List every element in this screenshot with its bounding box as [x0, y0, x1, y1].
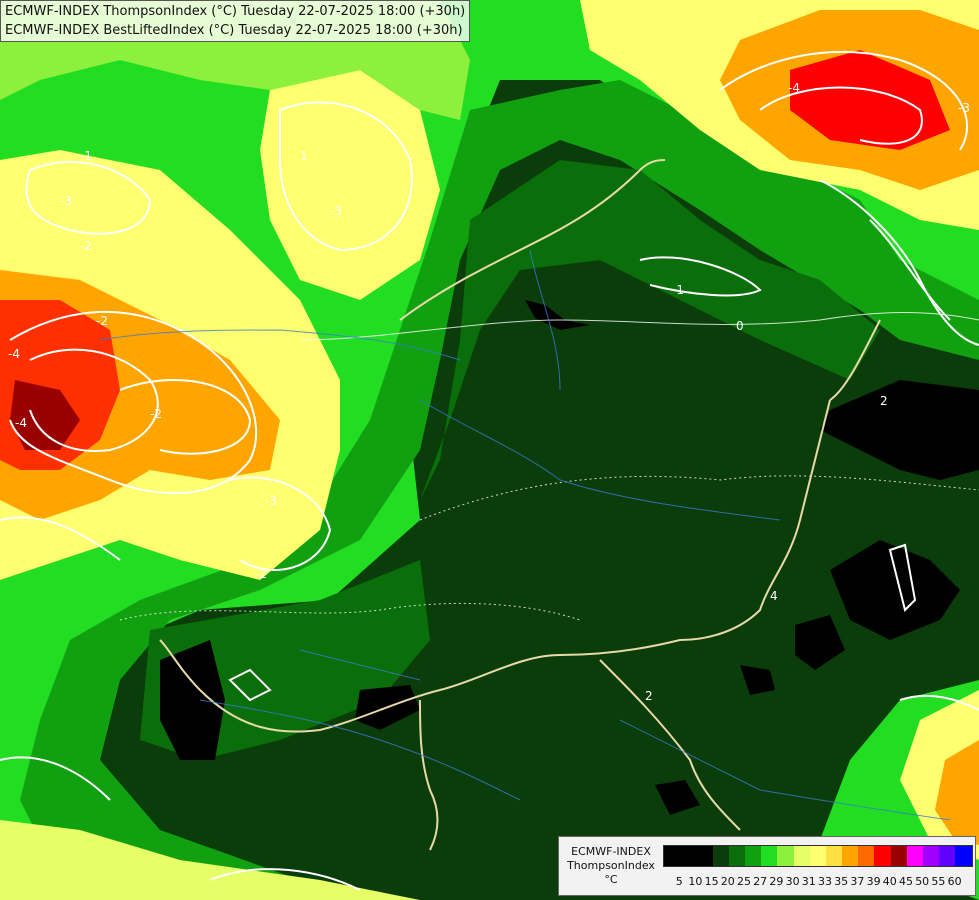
contour-label: -2 [80, 239, 92, 253]
legend-color-bar [663, 845, 973, 867]
contour-label: 2 [880, 394, 888, 408]
black-zone-south2 [740, 665, 775, 695]
yellow-zone-southwest [0, 820, 420, 900]
legend-ticks: 5 10 15 20 25 27 29 30 31 33 35 37 39 40 45 50 55 60 [663, 875, 973, 889]
legend-swatch [793, 846, 810, 866]
color-legend: ECMWF-INDEX ThompsonIndex °C 5 10 15 20 25 27… [558, 836, 976, 896]
green-zone-center [420, 160, 880, 500]
legend-swatch [680, 846, 697, 866]
contour-label: -2 [255, 567, 267, 581]
contour-label: -3 [958, 101, 970, 115]
legend-tick-label: 29 [769, 875, 784, 888]
country-borders [159, 159, 881, 851]
legend-swatch [761, 846, 778, 866]
legend-tick-label: 60 [947, 875, 962, 888]
legend-tick-label: 45 [899, 875, 913, 888]
legend-swatch [712, 846, 729, 866]
contour-label: -1 [672, 283, 684, 297]
legend-tick-label: 10 [688, 875, 703, 888]
contour-label: -1 [80, 149, 92, 163]
lifted-index-contours [0, 50, 979, 891]
black-zone-north [525, 300, 590, 330]
contour-label: -2 [150, 407, 162, 421]
legend-swatch [939, 846, 956, 866]
thompson-index-contours [119, 312, 979, 621]
red-zone-northeast [790, 50, 950, 150]
contour-label: -2 [96, 314, 108, 328]
legend-tick-label: 27 [753, 875, 768, 888]
legend-tick-label: 30 [785, 875, 800, 888]
title-line-thompson: ECMWF-INDEX ThompsonIndex (°C) Tuesday 2… [5, 4, 466, 19]
rivers [99, 249, 951, 821]
legend-swatch [923, 846, 940, 866]
legend-swatch [696, 846, 713, 866]
map-title-box: ECMWF-INDEX ThompsonIndex (°C) Tuesday 2… [0, 0, 471, 42]
legend-tick-label: 40 [882, 875, 897, 888]
contour-label: -4 [788, 81, 800, 95]
legend-swatch [842, 846, 859, 866]
black-zone-south3 [655, 780, 700, 815]
contour-label: -3 [330, 204, 342, 218]
contour-label: 0 [736, 319, 744, 333]
legend-tick-label: 35 [834, 875, 849, 888]
legend-label: ECMWF-INDEX ThompsonIndex °C [563, 845, 659, 887]
legend-swatch [728, 846, 745, 866]
legend-tick-label: 37 [850, 875, 865, 888]
legend-tick-label: 25 [737, 875, 751, 888]
darkred-zone-west [10, 380, 80, 450]
legend-swatch [955, 846, 972, 866]
legend-swatch [906, 846, 923, 866]
contour-label: -4 [15, 416, 27, 430]
legend-title: ECMWF-INDEX [571, 845, 651, 858]
contour-label-group: -3 -4 -2 -2 -3 -1 0 2 4 2 -4 -3 -2 -1 1 … [8, 81, 970, 703]
legend-swatch [777, 846, 794, 866]
contour-label: -3 [265, 494, 277, 508]
legend-swatch [809, 846, 826, 866]
title-line-lifted: ECMWF-INDEX BestLiftedIndex (°C) Tuesday… [5, 23, 463, 38]
legend-swatch [890, 846, 907, 866]
black-zone-southwest [160, 640, 225, 760]
legend-swatch [744, 846, 762, 866]
black-zone-east [820, 380, 979, 480]
legend-tick-label: 5 [675, 875, 683, 888]
legend-tick-label: 55 [931, 875, 946, 888]
contour-label: -4 [8, 347, 20, 361]
contour-label: 2 [645, 689, 653, 703]
legend-subtitle: ThompsonIndex [567, 859, 655, 872]
legend-tick-label: 31 [801, 875, 816, 888]
contour-label: 1 [300, 149, 308, 163]
mid-green-zone [20, 80, 979, 900]
black-zone-east2 [830, 540, 960, 640]
legend-swatch [825, 846, 843, 866]
legend-tick-label: 39 [866, 875, 881, 888]
legend-tick-label: 15 [704, 875, 719, 888]
legend-tick-label: 20 [720, 875, 735, 888]
legend-unit: °C [604, 873, 618, 886]
orange-zone-southeast [935, 740, 979, 845]
legend-swatch [858, 846, 875, 866]
contour-label: -3 [60, 194, 72, 208]
legend-tick-label: 33 [818, 875, 832, 888]
legend-tick-label: 50 [915, 875, 930, 888]
legend-swatch [664, 846, 681, 866]
black-zone-east3 [795, 615, 845, 670]
legend-swatch [874, 846, 891, 866]
yellow-zone-north [260, 70, 440, 300]
contour-label: 4 [770, 589, 778, 603]
